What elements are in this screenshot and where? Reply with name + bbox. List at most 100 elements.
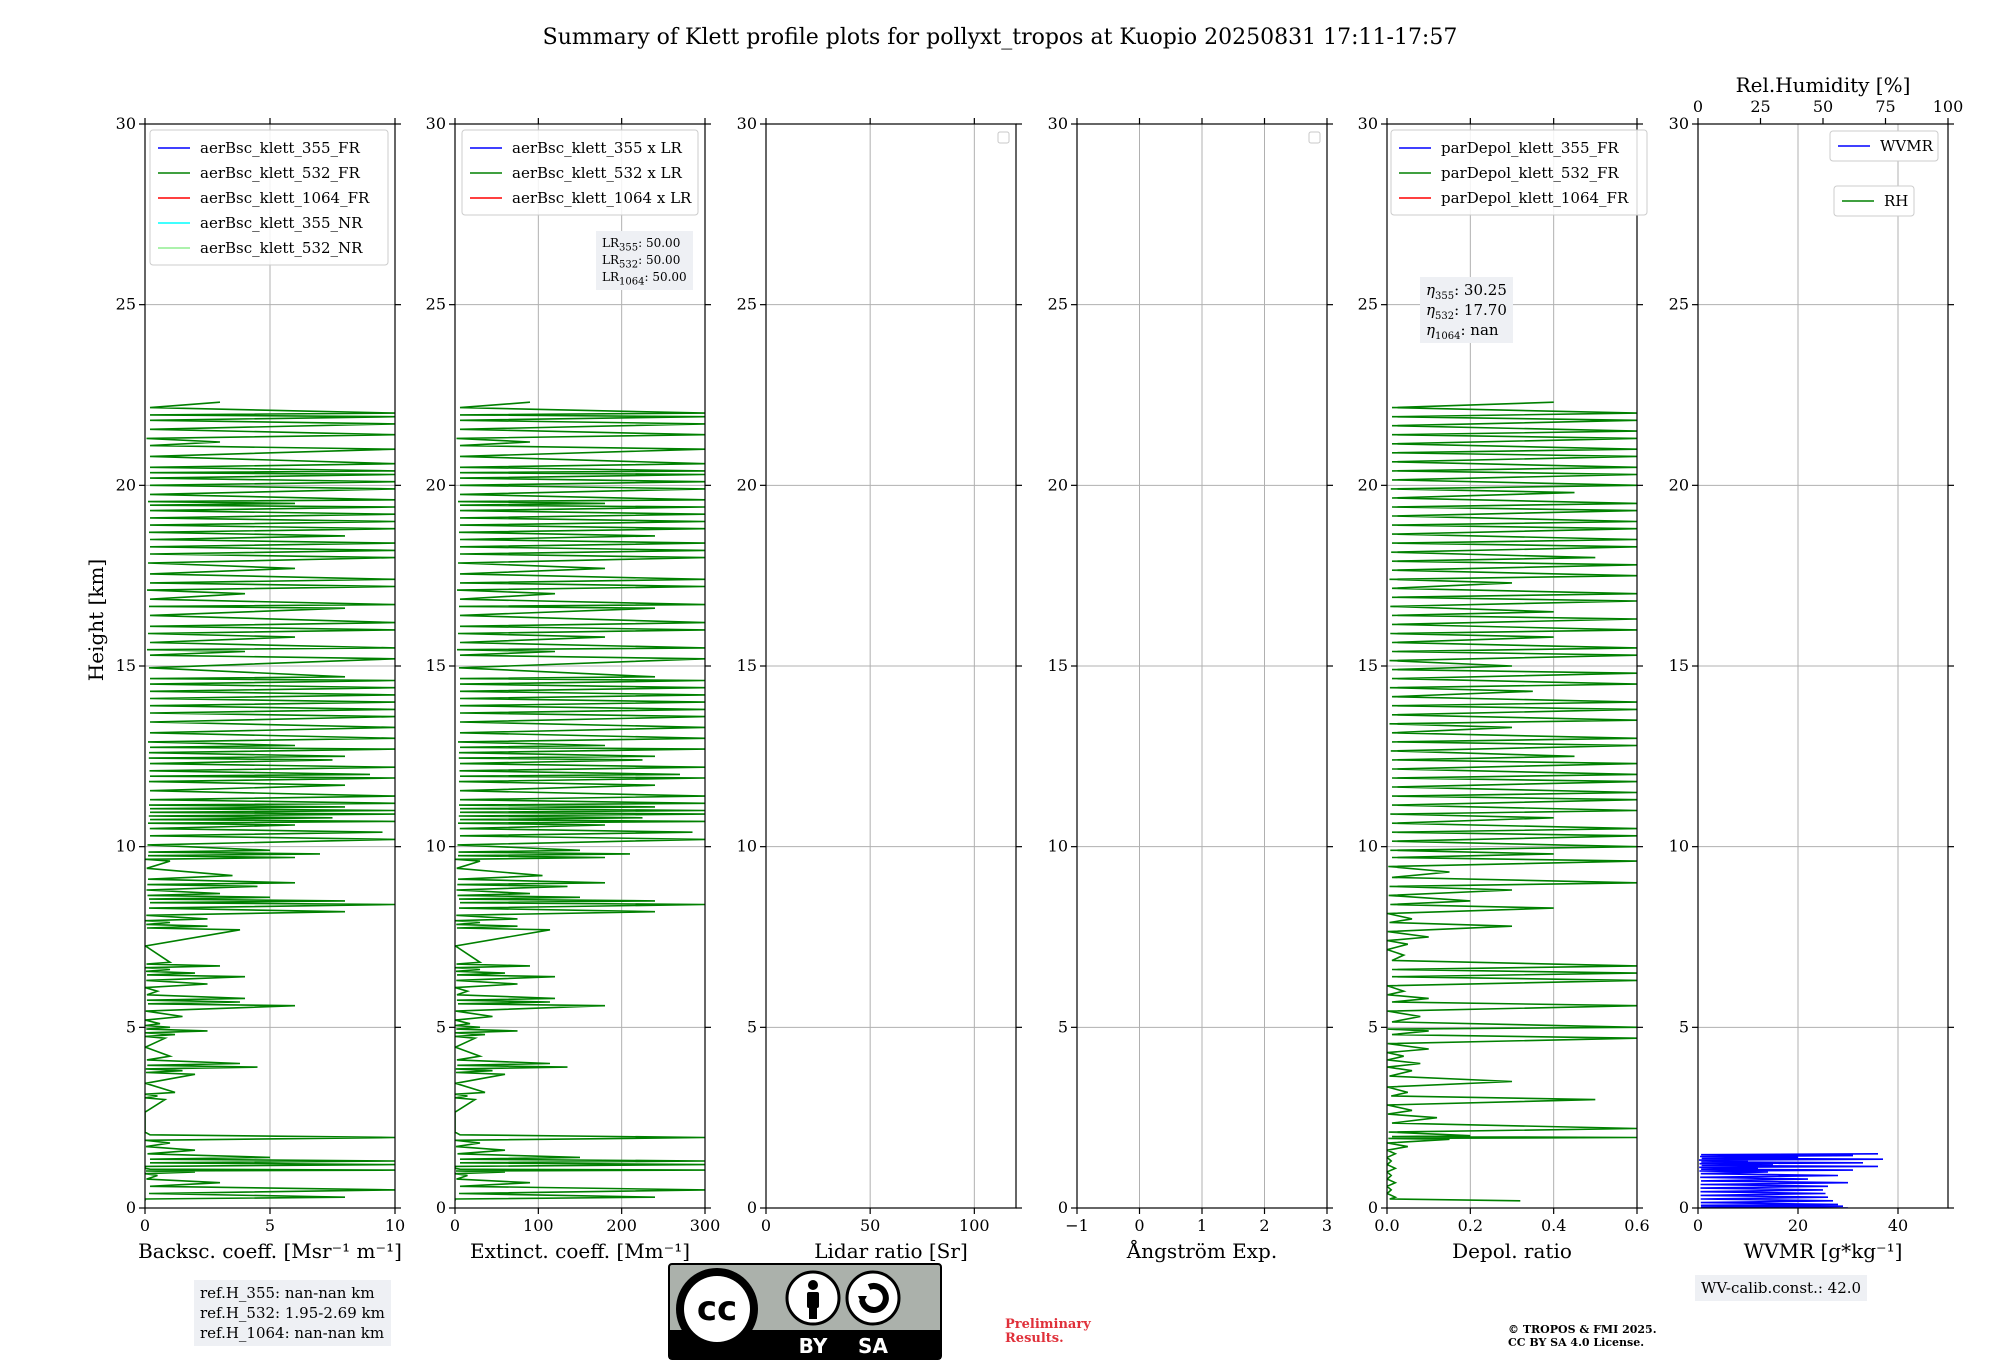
- eta-1064: η1064: nan: [1426, 321, 1499, 342]
- lr-1064-value: 50.00: [652, 270, 687, 284]
- eta-box: η355: 30.25 η532: 17.70 η1064: nan: [1420, 277, 1513, 343]
- x-tick-label: 0: [1693, 1216, 1703, 1235]
- y-tick-label: 30: [737, 114, 757, 133]
- x-tick-label: 0.0: [1374, 1216, 1399, 1235]
- eta-532-value: 17.70: [1463, 301, 1507, 319]
- y-tick-label: 0: [1368, 1198, 1378, 1217]
- ref-height-532: ref.H_532: 1.95-2.69 km: [200, 1304, 385, 1322]
- top-axis-label: Rel.Humidity [%]: [1736, 73, 1911, 97]
- lidar-ratio-box: LR355: 50.00 LR532: 50.00 LR1064: 50.00: [596, 231, 693, 290]
- y-tick-label: 25: [426, 295, 446, 314]
- y-tick-label: 25: [1048, 295, 1068, 314]
- x-tick-label: 5: [265, 1216, 275, 1235]
- x-tick-label: 0: [1134, 1216, 1144, 1235]
- y-axis-label: Height [km]: [84, 559, 108, 681]
- y-tick-label: 15: [1048, 656, 1068, 675]
- top-tick-label: 75: [1875, 97, 1895, 116]
- legend-box: [1829, 130, 1939, 162]
- series-line-aerBsc_klett_532_FR: [145, 401, 395, 1201]
- panel-depol: 0 5 10 15 20 25 30 0.0 0.2 0.4 0.6 Depol. ratio parD…: [1358, 114, 1650, 1263]
- legend-label: parDepol_klett_355_FR: [1441, 139, 1619, 157]
- y-tick-label: 20: [1358, 475, 1378, 494]
- top-tick-label: 100: [1933, 97, 1964, 116]
- y-tick-label: 10: [116, 837, 136, 856]
- wv-calib-box: WV-calib.const.: 42.0: [1695, 1275, 1868, 1301]
- y-tick-label: 30: [116, 114, 136, 133]
- y-tick-label: 25: [1358, 295, 1378, 314]
- cc-text: cc: [697, 1289, 737, 1329]
- chart-title: Summary of Klett profile plots for polly…: [543, 25, 1458, 50]
- legend-label: WVMR: [1880, 137, 1934, 155]
- x-axis-label: Ångström Exp.: [1126, 1238, 1277, 1263]
- y-tick-label: 15: [426, 656, 446, 675]
- preliminary-note: Preliminary Results.: [1005, 1318, 1091, 1346]
- y-tick-label: 25: [737, 295, 757, 314]
- x-tick-label: 2: [1259, 1216, 1269, 1235]
- eta-355-value: 30.25: [1463, 281, 1507, 299]
- y-tick-label: 0: [1679, 1198, 1689, 1217]
- x-tick-label: 0.6: [1624, 1216, 1649, 1235]
- x-tick-label: 100: [523, 1216, 554, 1235]
- x-tick-label: 1: [1197, 1216, 1207, 1235]
- legend-bsc: aerBsc_klett_355_FR aerBsc_klett_532_FRae…: [149, 129, 389, 266]
- y-tick-label: 20: [737, 475, 757, 494]
- lr-355-value: 50.00: [645, 236, 681, 250]
- y-tick-label: 0: [436, 1198, 446, 1217]
- legend-label: aerBsc_klett_355_FR: [200, 139, 360, 157]
- legend-label: aerBsc_klett_355_NR: [200, 214, 363, 232]
- x-tick-label: 3: [1322, 1216, 1332, 1235]
- cc-sa-text: SA: [858, 1334, 888, 1358]
- y-tick-label: 15: [1358, 656, 1378, 675]
- x-tick-label: 200: [606, 1216, 637, 1235]
- y-tick-label: 30: [1669, 114, 1689, 133]
- preliminary-line-1: Preliminary: [1005, 1317, 1091, 1332]
- copyright-note: © TROPOS & FMI 2025. CC BY SA 4.0 Licens…: [1508, 1323, 1657, 1349]
- cc-by-sa-logo: cc BY SA: [668, 1263, 942, 1360]
- legend-ext: aerBsc_klett_355 x LR aerBsc_klett_532 x …: [461, 129, 699, 216]
- ref-height-1064: ref.H_1064: nan-nan km: [200, 1324, 385, 1342]
- y-tick-label: 0: [126, 1198, 136, 1217]
- legend-box: [149, 129, 389, 266]
- empty-legend: [1308, 131, 1321, 144]
- x-tick-label: 0: [450, 1216, 460, 1235]
- x-tick-label: 50: [860, 1216, 880, 1235]
- eta-355: η355: 30.25: [1426, 281, 1507, 302]
- ref-height-box: ref.H_355: nan-nan km ref.H_532: 1.95-2.…: [194, 1280, 391, 1346]
- eta-532: η532: 17.70: [1426, 301, 1507, 322]
- legend-label: aerBsc_klett_532_FR: [200, 164, 360, 182]
- panel-bsc: 0 5 10 15 20 25 30 0 5 10 Backsc. coeff. [Msr⁻¹ m⁻…: [116, 114, 406, 1263]
- top-tick-label: 0: [1693, 97, 1703, 116]
- y-tick-label: 20: [1669, 475, 1689, 494]
- panel-lr: 0 5 10 15 20 25 30 0 50 100 Lidar ratio [Sr]: [737, 114, 1022, 1263]
- series-line-parDepol_klett_532_FR: [1387, 401, 1637, 1202]
- x-tick-label: 40: [1888, 1216, 1908, 1235]
- y-tick-label: 10: [426, 837, 446, 856]
- x-tick-label: 300: [690, 1216, 721, 1235]
- legend-label: aerBsc_klett_532 x LR: [512, 164, 683, 182]
- y-tick-label: 10: [737, 837, 757, 856]
- x-tick-label: 0: [140, 1216, 150, 1235]
- y-tick-label: 0: [1058, 1198, 1068, 1217]
- x-tick-label: −1: [1065, 1216, 1089, 1235]
- y-tick-label: 20: [1048, 475, 1068, 494]
- series-line-WVMR: [1698, 1153, 1884, 1208]
- cc-by-text: BY: [799, 1334, 828, 1358]
- eta-1064-value: nan: [1470, 321, 1499, 339]
- y-tick-label: 25: [116, 295, 136, 314]
- x-tick-label: 10: [385, 1216, 405, 1235]
- ref-height-355: ref.H_355: nan-nan km: [200, 1284, 375, 1302]
- legend-box: [1390, 129, 1648, 216]
- y-tick-label: 25: [1669, 295, 1689, 314]
- x-tick-label: 0.4: [1541, 1216, 1566, 1235]
- legend-label: aerBsc_klett_532_NR: [200, 239, 363, 257]
- y-tick-label: 15: [1669, 656, 1689, 675]
- y-tick-label: 30: [1358, 114, 1378, 133]
- y-tick-label: 10: [1669, 837, 1689, 856]
- legend-label: RH: [1884, 192, 1908, 210]
- x-axis-label: Lidar ratio [Sr]: [814, 1239, 968, 1263]
- y-tick-label: 5: [747, 1017, 757, 1036]
- legend-label: aerBsc_klett_1064_FR: [200, 189, 370, 207]
